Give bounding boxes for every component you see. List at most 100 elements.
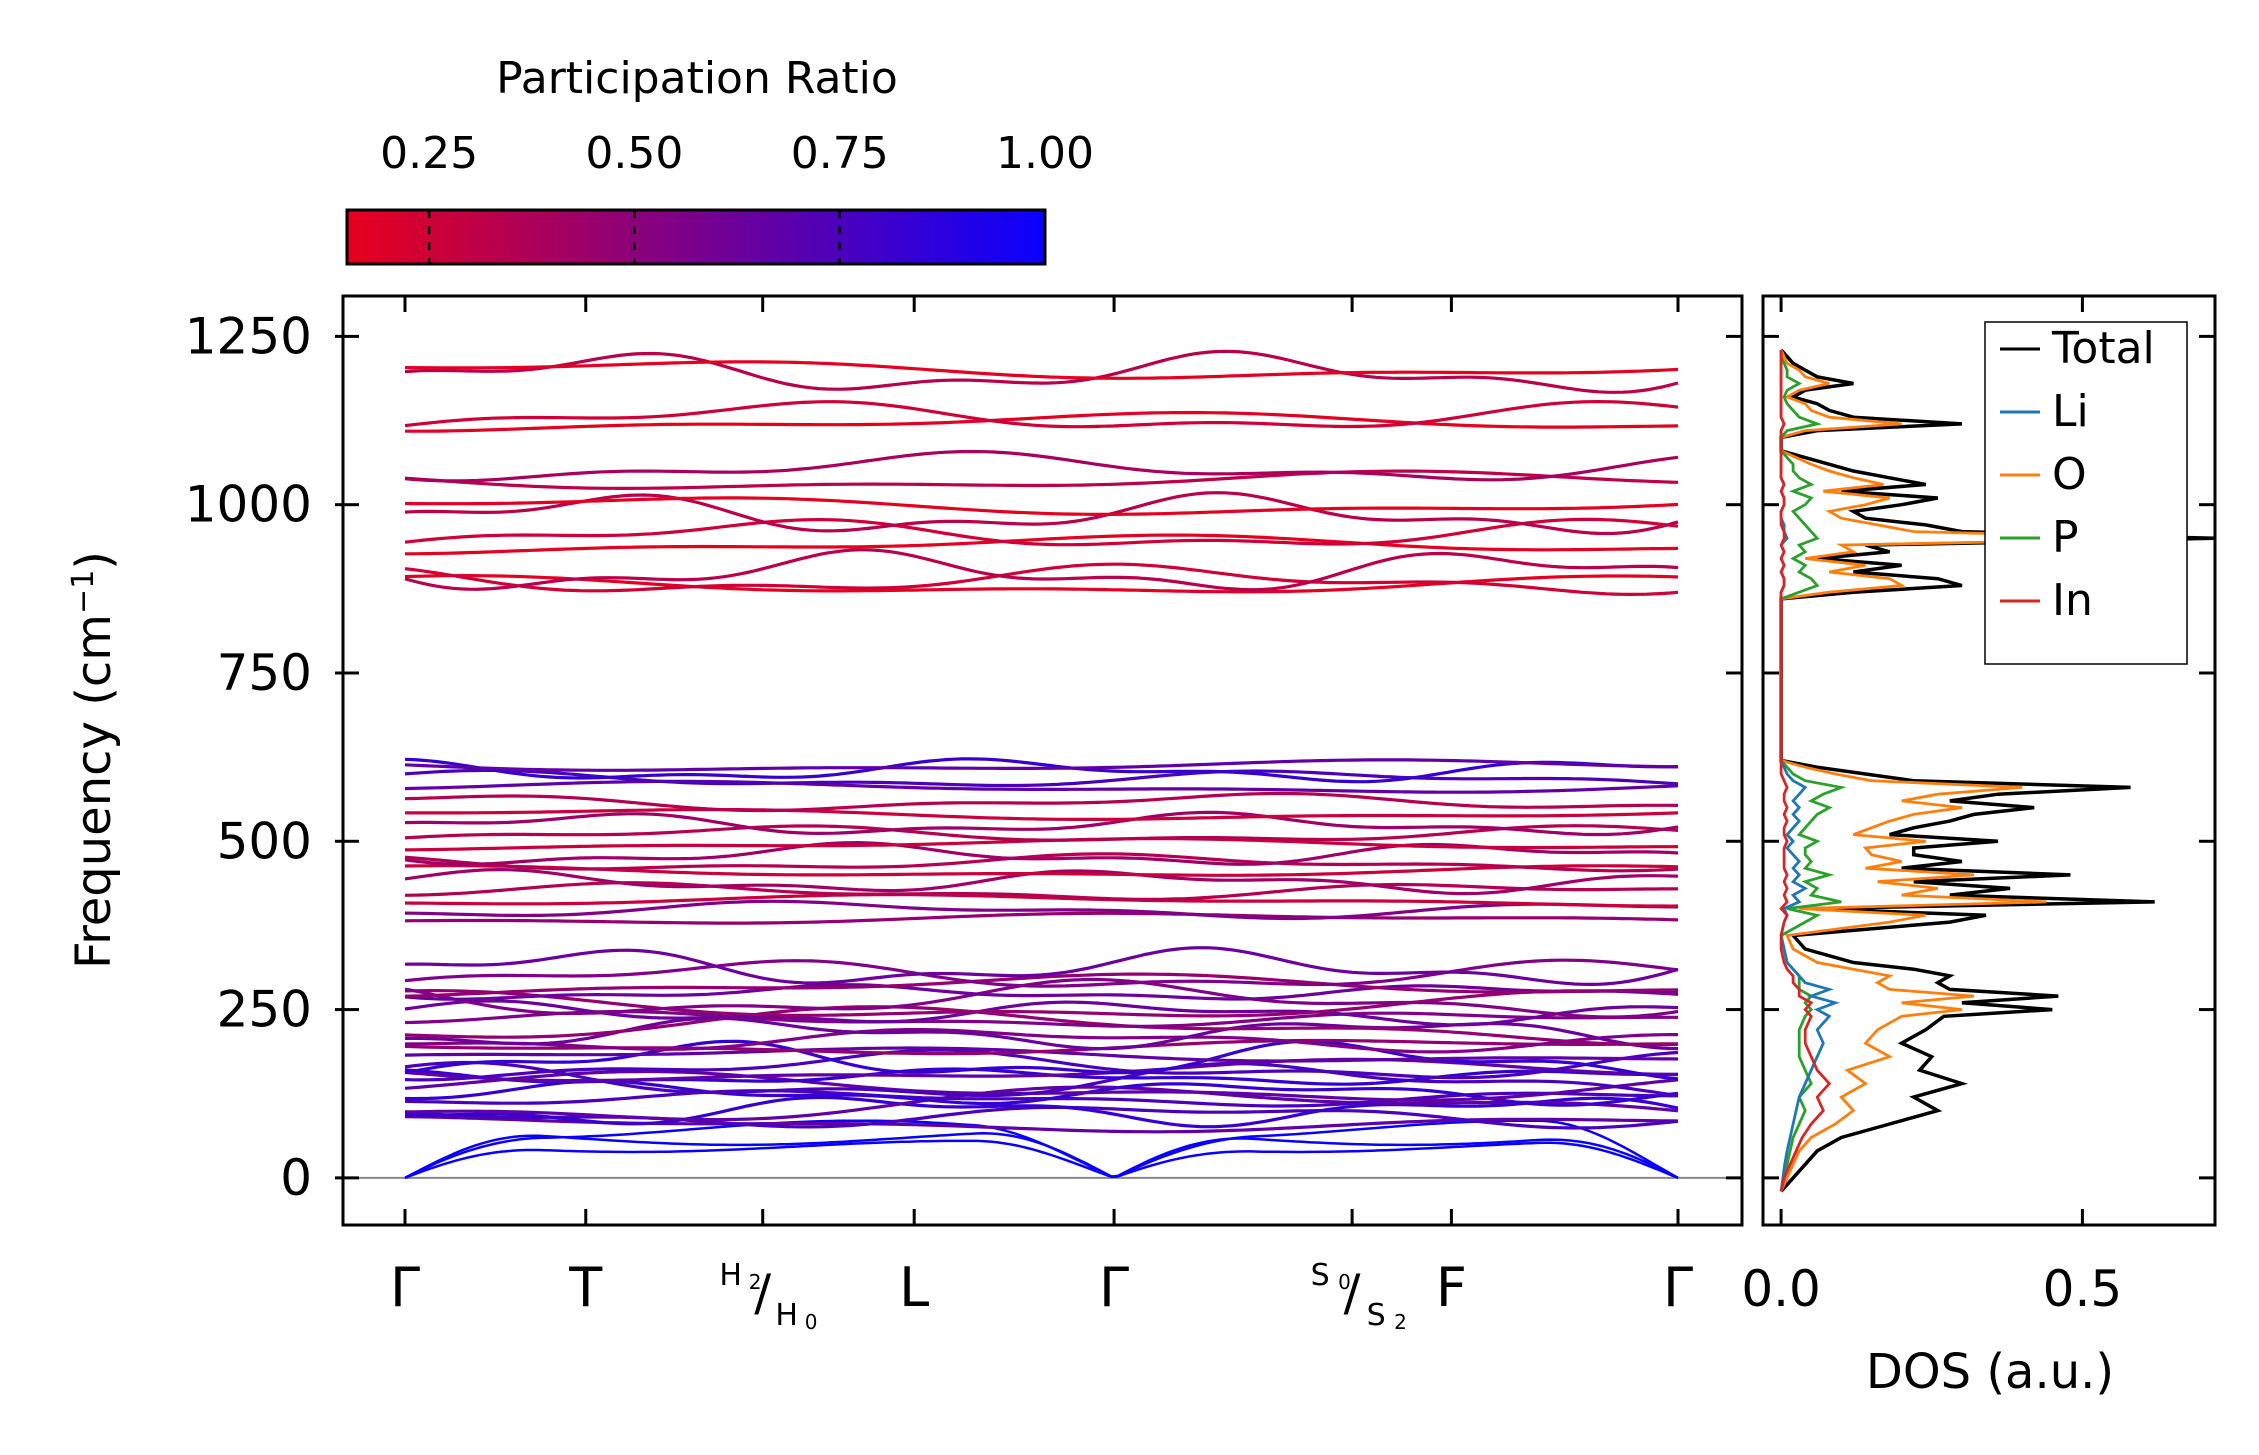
- phonon-branch: [404, 1060, 1679, 1098]
- phonon-branch: [404, 1028, 1678, 1054]
- x-tick-label: T: [568, 1256, 603, 1319]
- x-tick-sub-bot: 2: [1394, 1310, 1407, 1334]
- x-tick-slash: /: [754, 1264, 771, 1322]
- x-tick-label: Γ: [1099, 1256, 1129, 1319]
- phonon-branch: [404, 757, 1679, 784]
- dos-series-total: [1779, 348, 2215, 1193]
- dos-lines: [1779, 348, 2215, 1193]
- phonon-branch: [404, 989, 1679, 1018]
- colorbar-tick-label: 1.00: [996, 128, 1094, 179]
- dos-panel: 0.0 0.5 DOS (a.u.) Total Li OP In: [1741, 294, 2217, 1400]
- x-tick-label: L: [899, 1256, 929, 1319]
- x-tick-label: F: [1436, 1256, 1467, 1319]
- phonon-branch: [404, 899, 1678, 921]
- phonon-branch: [404, 1095, 1679, 1129]
- band-x-axis: Γ T H 2/H 0L Γ S 0/S 2F Γ: [390, 296, 1693, 1334]
- colorbar-bar: [345, 208, 1047, 266]
- x-tick-label-split: S 0/S 2: [1311, 1258, 1407, 1334]
- band-lines: [404, 349, 1679, 1180]
- dos-x-axis-label: DOS (a.u.): [1866, 1344, 2114, 1400]
- phonon-branch: [404, 758, 1679, 772]
- phonon-branch: [404, 999, 1679, 1027]
- phonon-branch: [404, 983, 1679, 1001]
- dos-x-tick-label: 0.0: [1741, 1260, 1821, 1318]
- legend-label-li: Li: [2052, 386, 2089, 437]
- band-y-axis: 0 250 500 750 1000 1250: [185, 307, 1742, 1207]
- colorbar-title: Participation Ratio: [496, 53, 898, 104]
- phonon-branch: [404, 562, 1679, 597]
- x-tick-slash: /: [1344, 1264, 1361, 1322]
- phonon-branch: [405, 410, 1679, 433]
- phonon-branch: [404, 977, 1679, 1019]
- x-tick-sub-bot: 0: [805, 1310, 818, 1334]
- colorbar: Participation Ratio 0.25 0.50 0.75 1.00: [345, 53, 1094, 266]
- y-label-close: ): [66, 551, 122, 570]
- phonon-branch: [404, 1057, 1679, 1083]
- phonon-branch: [404, 349, 1679, 394]
- phonon-branch: [404, 824, 1679, 842]
- dos-series-in: [1779, 349, 1832, 1192]
- y-label-main: Frequency (cm: [66, 614, 122, 969]
- phonon-branch: [404, 517, 1679, 547]
- colorbar-tick-label: 0.75: [791, 128, 889, 179]
- dos-axes-frame: [1761, 294, 2217, 1227]
- acoustic-branch: [404, 1139, 1679, 1180]
- phonon-branch: [405, 533, 1679, 556]
- colorbar-ticks: 0.25 0.50 0.75 1.00: [380, 128, 1094, 264]
- phonon-branch: [404, 1005, 1679, 1047]
- phonon-branch: [404, 1039, 1679, 1081]
- y-tick-label: 0: [280, 1149, 312, 1207]
- y-tick-label: 1000: [185, 476, 312, 534]
- y-tick-label: 750: [217, 644, 312, 702]
- x-tick-label: Γ: [390, 1256, 420, 1319]
- phonon-branch: [404, 449, 1679, 483]
- band-axes-frame: [341, 294, 1744, 1227]
- phonon-branch: [404, 491, 1679, 536]
- legend-label-in: In: [2052, 575, 2093, 626]
- phonon-branch: [404, 791, 1679, 813]
- x-tick-label-bot: H: [775, 1298, 798, 1333]
- x-tick-label-top: S: [1311, 1258, 1330, 1293]
- band-y-axis-label: Frequency (cm−1): [66, 551, 123, 969]
- phonon-branch: [405, 360, 1679, 380]
- dos-series-o: [1779, 349, 2179, 1192]
- x-tick-sub-top: 0: [1338, 1270, 1351, 1294]
- dos-y-ticks: [1763, 334, 2215, 1180]
- legend-box: [1984, 321, 2188, 665]
- x-tick-label: Γ: [1663, 1256, 1693, 1319]
- legend-label-o: O: [2052, 449, 2087, 500]
- acoustic-branch: [404, 1119, 1679, 1180]
- x-tick-label-split: H 2/H 0: [719, 1258, 817, 1334]
- y-label-sup: −1: [66, 570, 101, 614]
- phonon-branch: [404, 548, 1679, 592]
- phonon-branch: [404, 779, 1679, 794]
- phonon-branch: [404, 1048, 1679, 1082]
- x-tick-sub-top: 2: [749, 1270, 762, 1294]
- colorbar-tick-label: 0.50: [585, 128, 683, 179]
- phonon-branch: [404, 496, 1679, 516]
- x-tick-label-bot: S: [1367, 1298, 1386, 1333]
- phonon-branch: [404, 810, 1679, 837]
- phonon-branch: [404, 946, 1679, 987]
- phonon-branch: [404, 892, 1679, 908]
- y-tick-label: 250: [217, 981, 312, 1039]
- dos-x-axis: 0.0 0.5: [1741, 296, 2122, 1318]
- phonon-branch: [404, 1085, 1679, 1122]
- phonon-branch: [404, 469, 1679, 490]
- x-tick-label-top: H: [719, 1258, 742, 1293]
- y-tick-label: 1250: [185, 307, 312, 365]
- phonon-branch: [404, 399, 1679, 429]
- phonon-branch: [404, 972, 1679, 998]
- phonon-branch: [404, 808, 1679, 821]
- legend: Total Li OP In: [1984, 321, 2188, 665]
- phonon-branch: [404, 852, 1679, 873]
- phonon-branch: [404, 958, 1679, 988]
- y-tick-label: 500: [217, 812, 312, 870]
- colorbar-tick-label: 0.25: [380, 128, 478, 179]
- legend-entries: Total Li OP In: [2000, 323, 2155, 626]
- phonon-branch: [404, 911, 1679, 925]
- dos-x-tick-label: 0.5: [2043, 1260, 2123, 1318]
